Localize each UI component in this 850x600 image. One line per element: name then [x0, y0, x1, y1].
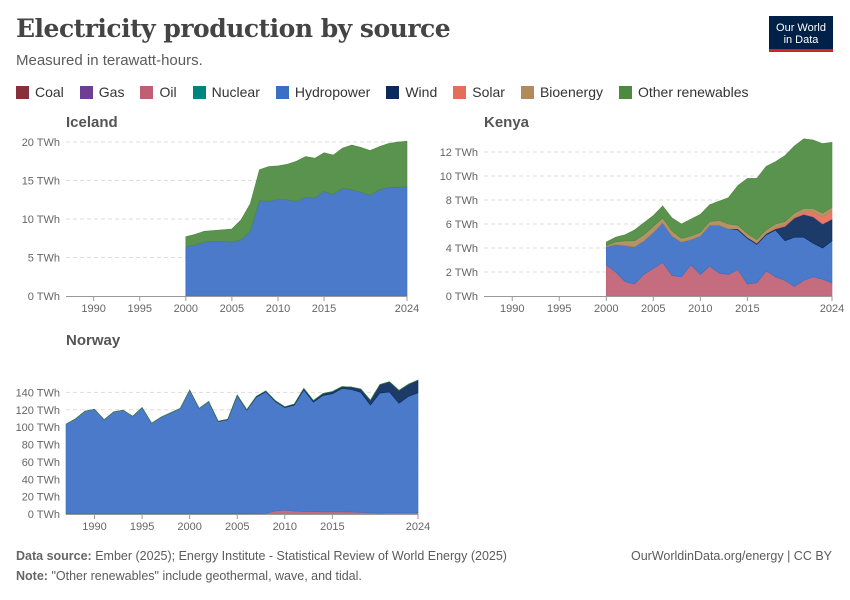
legend-item-hydropower[interactable]: Hydropower [275, 84, 371, 100]
page-title: Electricity production by source [16, 14, 451, 43]
logo-line-1: Our World [776, 21, 826, 34]
norway-xtick-label: 1990 [82, 521, 106, 533]
iceland-ytick-label: 0 TWh [28, 291, 60, 303]
legend-swatch [520, 85, 534, 99]
norway-ytick-label: 60 TWh [22, 457, 60, 469]
owid-logo[interactable]: Our World in Data [769, 16, 833, 52]
norway-ytick-label: 120 TWh [16, 405, 60, 417]
kenya-ytick-label: 4 TWh [446, 243, 478, 255]
kenya-panel-title: Kenya [484, 114, 530, 131]
kenya-xtick-label: 1990 [500, 303, 524, 315]
norway-ytick-label: 140 TWh [16, 387, 60, 399]
legend-item-oil[interactable]: Oil [140, 84, 177, 100]
norway-ytick-label: 0 TWh [28, 509, 60, 521]
norway-ytick-label: 80 TWh [22, 440, 60, 452]
kenya-xtick-label: 2024 [820, 303, 844, 315]
legend-label: Gas [98, 84, 125, 100]
legend: Coal Gas Oil Nuclear Hydropower Wind Solar Bioe… [16, 84, 765, 100]
kenya-ytick-label: 0 TWh [446, 291, 478, 303]
iceland-ytick-label: 5 TWh [28, 253, 60, 265]
iceland-xtick-label: 2005 [220, 303, 244, 315]
norway-xtick-label: 2005 [225, 521, 249, 533]
legend-item-solar[interactable]: Solar [453, 84, 505, 100]
iceland-ytick-label: 10 TWh [22, 214, 60, 226]
norway-ytick-label: 100 TWh [16, 422, 60, 434]
legend-swatch [16, 85, 29, 99]
iceland-ytick-label: 15 TWh [22, 176, 60, 188]
kenya-ytick-label: 2 TWh [446, 267, 478, 279]
norway-panel-title: Norway [66, 332, 121, 349]
kenya-area-other-renewables [606, 138, 833, 247]
iceland-xtick-label: 2015 [312, 303, 336, 315]
legend-label: Bioenergy [539, 84, 603, 100]
iceland-xtick-label: 2024 [395, 303, 419, 315]
charts-canvas: Iceland 0 TWh 5 TWh 10 TWh 15 TWh 20 TWh 1990 1… [16, 114, 845, 533]
iceland-xtick-label: 1990 [81, 303, 105, 315]
legend-item-other-renewables[interactable]: Other renewables [618, 84, 749, 100]
kenya-xtick-label: 2000 [594, 303, 618, 315]
kenya-xtick-label: 2005 [641, 303, 665, 315]
norway-ytick-label: 40 TWh [22, 474, 60, 486]
legend-item-wind[interactable]: Wind [386, 84, 437, 100]
iceland-ytick-label: 20 TWh [22, 137, 60, 149]
legend-swatch [275, 85, 289, 99]
kenya-xtick-label: 2010 [688, 303, 712, 315]
footer-note: Note: "Other renewables" include geother… [16, 569, 362, 583]
legend-label: Nuclear [211, 84, 260, 100]
data-source: Data source: Ember (2025); Energy Instit… [16, 549, 507, 563]
legend-swatch [140, 85, 154, 99]
legend-item-nuclear[interactable]: Nuclear [192, 84, 260, 100]
note-text: "Other renewables" include geothermal, w… [51, 569, 362, 583]
legend-swatch [79, 85, 93, 99]
kenya-ytick-label: 12 TWh [440, 147, 478, 159]
norway-area-hydropower [65, 388, 419, 514]
legend-label: Wind [405, 84, 438, 100]
legend-label: Hydropower [294, 84, 371, 100]
kenya-ytick-label: 8 TWh [446, 195, 478, 207]
legend-swatch [618, 85, 632, 99]
legend-swatch [192, 85, 206, 99]
legend-swatch [386, 85, 400, 99]
legend-label: Other renewables [637, 84, 749, 100]
legend-item-gas[interactable]: Gas [79, 84, 125, 100]
legend-label: Solar [472, 84, 505, 100]
note-label: Note: [16, 569, 48, 583]
data-source-text: Ember (2025); Energy Institute - Statist… [95, 549, 507, 563]
legend-item-coal[interactable]: Coal [16, 84, 64, 100]
page-subtitle: Measured in terawatt-hours. [16, 52, 203, 69]
legend-swatch [453, 85, 467, 99]
kenya-ytick-label: 10 TWh [440, 171, 478, 183]
iceland-xtick-label: 1995 [127, 303, 151, 315]
legend-item-bioenergy[interactable]: Bioenergy [520, 84, 603, 100]
data-source-label: Data source: [16, 549, 92, 563]
norway-xtick-label: 2000 [177, 521, 201, 533]
norway-xtick-label: 2010 [273, 521, 297, 533]
iceland-xtick-label: 2010 [266, 303, 290, 315]
iceland-xtick-label: 2000 [174, 303, 198, 315]
legend-label: Oil [159, 84, 177, 100]
kenya-xtick-label: 2015 [735, 303, 759, 315]
kenya-xtick-label: 1995 [547, 303, 571, 315]
legend-label: Coal [35, 84, 64, 100]
norway-xtick-label: 2024 [406, 521, 430, 533]
norway-area-other-renewables [65, 379, 419, 425]
iceland-area-other-renewables [185, 140, 408, 248]
iceland-panel-title: Iceland [66, 114, 118, 131]
kenya-ytick-label: 6 TWh [446, 219, 478, 231]
logo-line-2: in Data [783, 33, 819, 46]
norway-xtick-label: 2015 [320, 521, 344, 533]
norway-ytick-label: 20 TWh [22, 492, 60, 504]
footer-link[interactable]: OurWorldinData.org/energy | CC BY [630, 549, 832, 563]
norway-xtick-label: 1995 [130, 521, 154, 533]
